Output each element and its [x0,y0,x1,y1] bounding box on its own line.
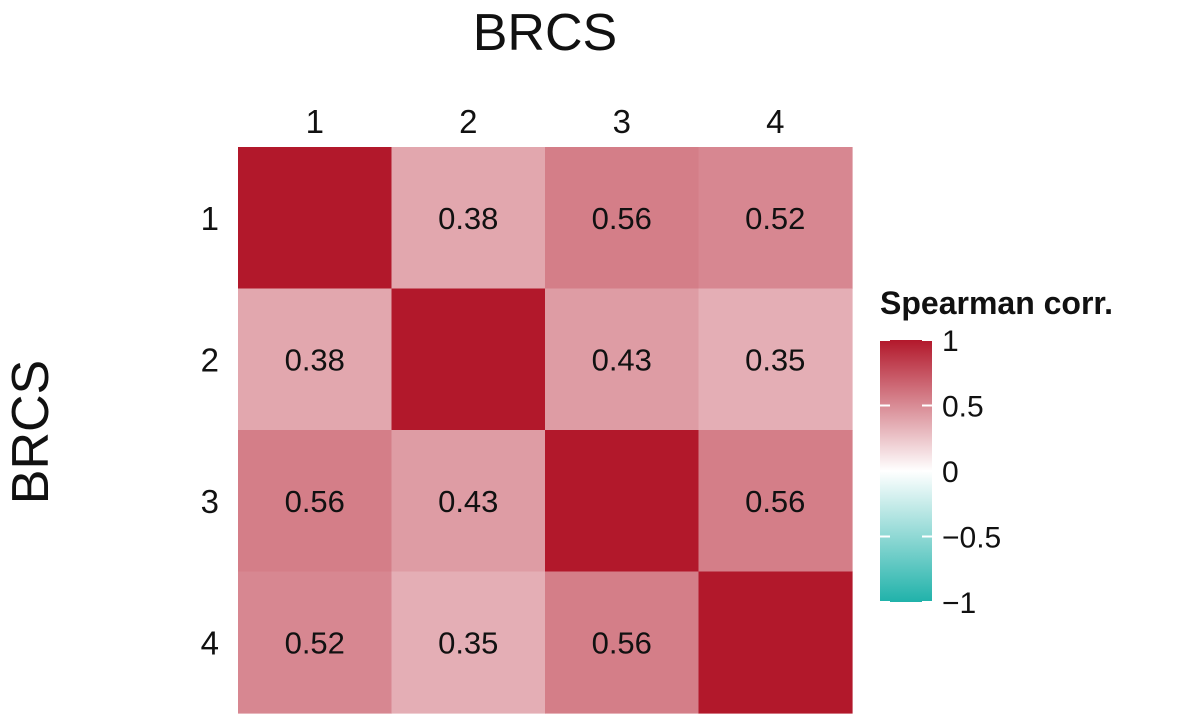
cell-label-r4-c3: 0.56 [592,625,652,660]
y-tick-label-2: 2 [201,341,219,378]
heatmap-cell-r4-c1 [238,571,393,714]
legend: Spearman corr. 1 0.5 0 −0.5 −1 [880,285,1113,620]
x-tick-label-2: 2 [459,103,477,140]
heatmap-cell-r1-c3 [545,147,700,290]
heatmap-cell-r1-c4 [698,147,853,290]
heatmap-cell-r4-c4 [698,571,853,714]
y-tick-label-1: 1 [201,200,219,237]
cell-label-r4-c1: 0.52 [285,625,345,660]
heatmap-cell-r4-c3 [545,571,700,714]
cell-label-r2-c3: 0.43 [592,342,652,377]
cell-label-r2-c1: 0.38 [285,342,345,377]
y-tick-labels: 1 2 3 4 [201,200,219,662]
y-tick-label-3: 3 [201,483,219,520]
heatmap-cell-r3-c2 [391,430,546,573]
cell-label-r3-c1: 0.56 [285,484,345,519]
heatmap-cell-labels: 0.38 0.56 0.52 0.38 0.43 0.35 0.56 0.43 0.56 0.52… [285,201,806,661]
cell-label-r4-c2: 0.35 [438,625,498,660]
heatmap-cell-r1-c1 [238,147,393,290]
heatmap-cell-r3-c3 [545,430,700,573]
cell-label-r3-c4: 0.56 [745,484,805,519]
cell-label-r1-c4: 0.52 [745,201,805,236]
legend-tick-label-4: −1 [942,587,976,620]
heatmap-cell-r2-c4 [698,288,853,431]
legend-tick-marks [880,339,932,603]
x-axis-title: BRCS [473,4,617,62]
heatmap-cell-r1-c2 [391,147,546,290]
x-tick-label-3: 3 [613,103,631,140]
cell-label-r1-c3: 0.56 [592,201,652,236]
heatmap-cell-r2-c3 [545,288,700,431]
y-axis-title: BRCS [2,360,60,504]
x-tick-label-4: 4 [766,103,784,140]
legend-tick-labels: 1 0.5 0 −0.5 −1 [942,325,1001,620]
legend-title: Spearman corr. [880,285,1113,321]
heatmap-cell-r2-c1 [238,288,393,431]
legend-tick-label-1: 0.5 [942,391,984,424]
heatmap-cell-r3-c1 [238,430,393,573]
heatmap-cells [238,147,853,714]
heatmap-cell-r4-c2 [391,571,546,714]
y-tick-label-4: 4 [201,624,219,661]
legend-tick-label-0: 1 [942,325,959,358]
heatmap-cell-r3-c4 [698,430,853,573]
cell-label-r1-c2: 0.38 [438,201,498,236]
cell-label-r2-c4: 0.35 [745,342,805,377]
legend-tick-label-2: 0 [942,456,959,489]
legend-tick-label-3: −0.5 [942,522,1001,555]
x-tick-label-1: 1 [306,103,324,140]
heatmap-cell-r2-c2 [391,288,546,431]
x-tick-labels: 1 2 3 4 [306,103,785,140]
cell-label-r3-c2: 0.43 [438,484,498,519]
